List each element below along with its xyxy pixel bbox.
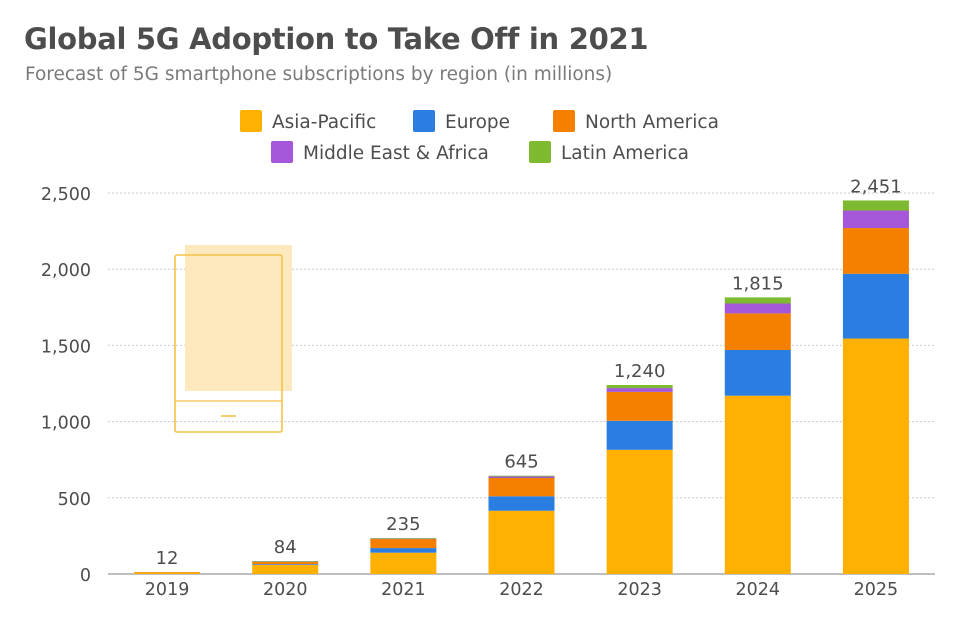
bar-segment-asia-pacific xyxy=(252,564,319,574)
bar-total-label: 2,451 xyxy=(850,176,902,197)
bar-segment-north-america xyxy=(606,391,673,421)
bar-segment-asia-pacific xyxy=(488,510,555,574)
bar-segment-north-america xyxy=(370,538,437,549)
bar-segment-asia-pacific xyxy=(370,552,437,574)
bar-segment-north-america xyxy=(134,572,201,573)
x-tick-label: 2022 xyxy=(499,580,544,600)
bar-segment-middle-east-africa xyxy=(488,476,555,478)
bar-segment-latin-america xyxy=(842,200,909,211)
bar-segment-middle-east-africa xyxy=(370,538,437,540)
bar-segment-north-america xyxy=(842,228,909,274)
bar-segment-latin-america xyxy=(370,538,437,539)
bar-segment-middle-east-africa xyxy=(842,210,909,229)
bar-segment-middle-east-africa xyxy=(724,303,791,314)
x-tick-label: 2025 xyxy=(854,580,899,600)
legend-swatch xyxy=(553,110,575,132)
legend-label: North America xyxy=(585,112,719,133)
x-tick-label: 2021 xyxy=(381,580,426,600)
bar-segment-asia-pacific xyxy=(724,395,791,574)
legend-label: Middle East & Africa xyxy=(303,143,489,164)
bar-total-label: 235 xyxy=(386,514,420,535)
chart-subtitle: Forecast of 5G smartphone subscriptions … xyxy=(25,64,613,85)
bar-segment-north-america xyxy=(724,313,791,350)
legend-swatch xyxy=(413,110,435,132)
legend-label: Europe xyxy=(445,112,510,133)
bar-segment-north-america xyxy=(488,477,555,497)
bar-segment-europe xyxy=(842,273,909,339)
bar-segment-latin-america xyxy=(252,561,319,562)
legend-swatch xyxy=(240,110,262,132)
legend-label: Latin America xyxy=(561,143,689,164)
bar-segment-europe xyxy=(724,349,791,396)
legend-label: Asia-Pacific xyxy=(272,112,376,133)
bar-segment-asia-pacific xyxy=(842,338,909,574)
y-tick-label: 500 xyxy=(58,490,91,510)
bar-segment-europe xyxy=(370,548,437,553)
chart-title: Global 5G Adoption to Take Off in 2021 xyxy=(24,22,649,56)
bar-total-label: 1,815 xyxy=(732,273,784,294)
bar-segment-europe xyxy=(252,564,319,565)
y-tick-label: 1,500 xyxy=(41,337,91,357)
bar-total-label: 645 xyxy=(504,452,538,473)
y-tick-label: 2,000 xyxy=(41,261,91,281)
legend-swatch xyxy=(271,141,293,163)
x-tick-label: 2024 xyxy=(736,580,781,600)
bar-segment-asia-pacific xyxy=(606,449,673,574)
bar-segment-middle-east-africa xyxy=(606,388,673,392)
bar-segment-europe xyxy=(488,496,555,511)
x-tick-label: 2020 xyxy=(263,580,308,600)
phone-screen-glow xyxy=(185,245,292,391)
bar-segment-asia-pacific xyxy=(134,572,201,574)
bar-segment-latin-america xyxy=(724,297,791,304)
bar-total-label: 84 xyxy=(274,537,297,558)
bar-segment-latin-america xyxy=(488,475,555,477)
bar-segment-latin-america xyxy=(606,385,673,389)
x-tick-label: 2019 xyxy=(145,580,190,600)
bar-segment-north-america xyxy=(252,561,319,565)
bar-total-label: 12 xyxy=(156,548,179,569)
x-tick-label: 2023 xyxy=(617,580,662,600)
y-tick-label: 1,000 xyxy=(41,414,91,434)
y-tick-label: 0 xyxy=(80,566,91,586)
bar-total-label: 1,240 xyxy=(614,361,666,382)
y-tick-label: 2,500 xyxy=(41,185,91,205)
smartphone-icon xyxy=(174,245,292,433)
phone-body xyxy=(174,254,283,433)
bar-segment-europe xyxy=(606,420,673,450)
legend-swatch xyxy=(529,141,551,163)
